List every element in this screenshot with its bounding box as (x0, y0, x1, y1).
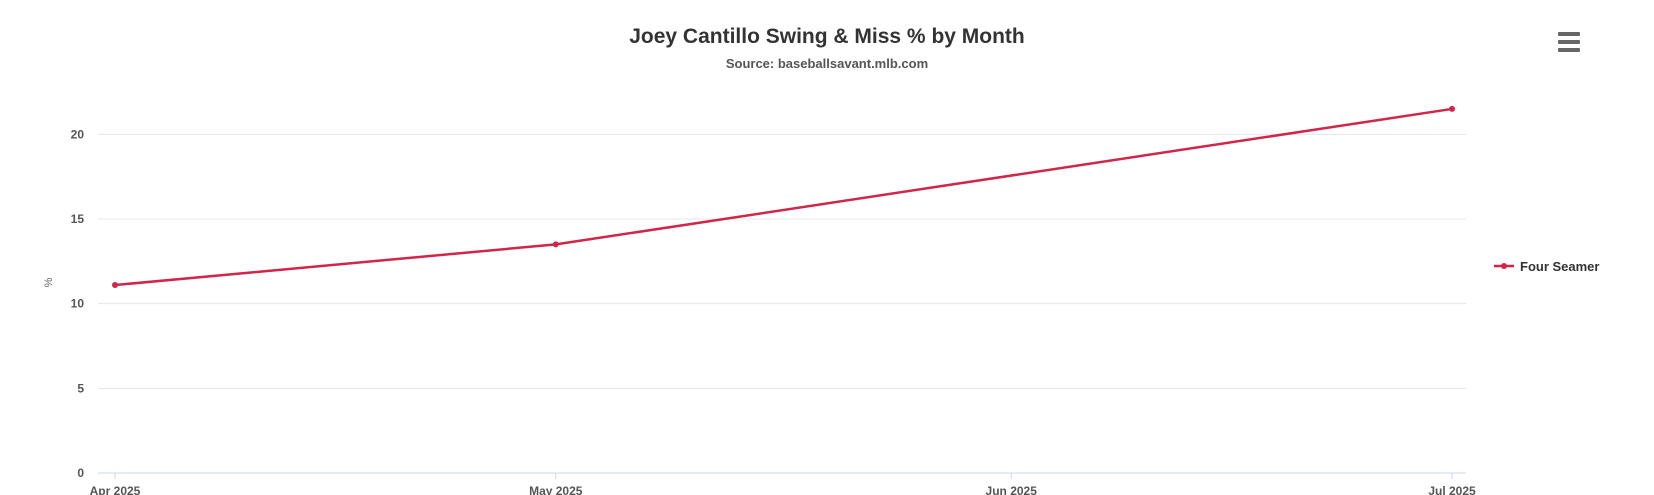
y-tick-label: 20 (71, 127, 85, 141)
y-tick-label: 15 (71, 212, 85, 226)
legend-label: Four Seamer (1520, 259, 1599, 274)
x-tick-label: Jun 2025 (986, 484, 1038, 495)
legend-marker (1501, 263, 1507, 269)
x-tick-label: Apr 2025 (90, 484, 141, 495)
data-point[interactable] (112, 282, 118, 289)
series-layer (112, 105, 1455, 289)
y-tick-label: 10 (71, 297, 85, 311)
y-tick-label: 0 (77, 466, 84, 480)
chart-title: Joey Cantillo Swing & Miss % by Month (629, 25, 1025, 48)
x-axis-ticks: Apr 2025 May 2025 Jun 2025 Jul 2025 (90, 473, 1476, 495)
hamburger-menu-icon[interactable] (1556, 30, 1582, 54)
x-tick-label: Jul 2025 (1428, 484, 1476, 495)
data-point[interactable] (552, 241, 559, 248)
grid-lines (98, 133, 1466, 389)
x-tick-label: May 2025 (529, 484, 583, 495)
legend[interactable]: Four Seamer (1494, 259, 1599, 274)
y-axis-ticks: 0 5 10 15 20 (71, 127, 85, 480)
chart-subtitle: Source: baseballsavant.mlb.com (726, 56, 928, 71)
y-tick-label: 5 (77, 381, 84, 395)
y-axis-label: % (43, 277, 55, 287)
series-line (114, 107, 1453, 287)
data-point[interactable] (1449, 105, 1455, 112)
